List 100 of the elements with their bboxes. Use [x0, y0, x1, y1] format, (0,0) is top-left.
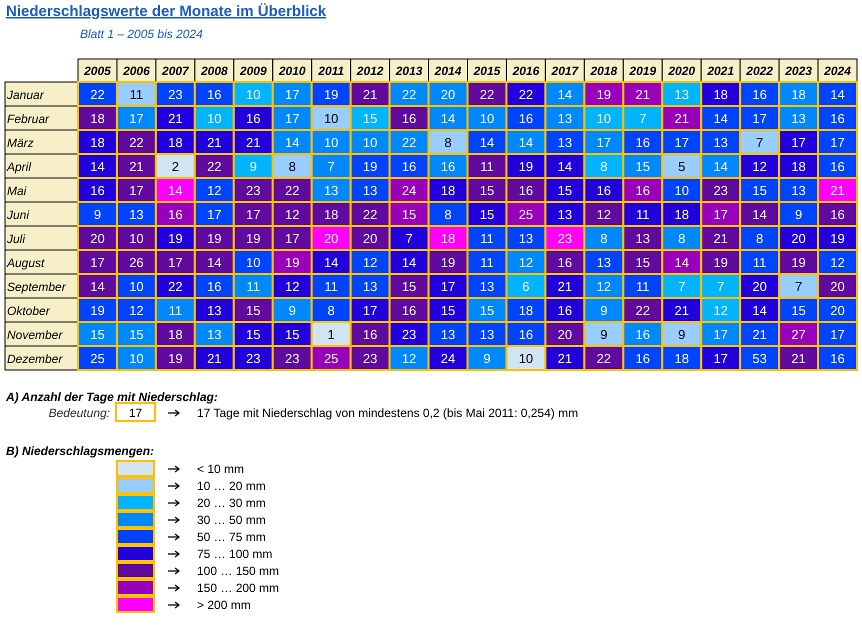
y-tick-label: Januar: [6, 88, 45, 102]
data-label: 27: [791, 327, 806, 342]
data-label: 11: [324, 279, 338, 294]
data-label: 15: [636, 255, 650, 270]
data-label: 22: [596, 351, 612, 366]
data-label: 17: [362, 303, 378, 318]
data-label: 18: [791, 159, 806, 174]
data-label: 12: [713, 303, 728, 318]
data-label: 15: [362, 111, 378, 126]
y-tick-label: März: [7, 136, 34, 150]
data-label: 7: [405, 231, 413, 246]
y-tick-label: Mai: [7, 184, 27, 198]
data-label: 8: [756, 231, 764, 246]
data-label: 10: [324, 111, 338, 126]
data-label: 22: [518, 87, 534, 102]
data-label: 11: [752, 255, 766, 270]
data-label: 14: [90, 279, 105, 294]
y-tick-label: Juni: [6, 208, 30, 222]
y-tick-label: April: [6, 160, 32, 174]
data-label: 11: [636, 207, 650, 222]
data-label: 16: [830, 207, 845, 222]
data-label: 26: [129, 255, 144, 270]
text: 20 … 30 mm: [197, 496, 266, 510]
data-label: 18: [90, 111, 105, 126]
data-label: 17: [440, 279, 456, 294]
data-label: 17: [752, 111, 767, 126]
data-label: 23: [362, 351, 378, 366]
data-label: 19: [168, 351, 183, 366]
data-label: 15: [636, 159, 650, 174]
data-label: 17: [246, 207, 261, 222]
data-label: 19: [168, 231, 183, 246]
data-label: 18: [518, 303, 534, 318]
data-label: 15: [402, 207, 416, 222]
data-label: 13: [207, 303, 222, 318]
data-label: 11: [168, 303, 182, 318]
data-label: 12: [207, 183, 222, 198]
text: 150 … 200 mm: [197, 581, 280, 595]
data-label: 20: [440, 87, 456, 102]
text: 17: [128, 406, 142, 420]
data-label: 23: [402, 327, 416, 342]
data-label: 14: [324, 255, 338, 270]
data-label: 21: [830, 183, 845, 198]
data-label: 14: [713, 111, 728, 126]
data-label: 7: [717, 279, 724, 294]
data-label: 14: [752, 303, 767, 318]
x-tick-label: 2013: [394, 64, 423, 78]
data-label: 13: [596, 255, 612, 270]
x-tick-label: 2016: [512, 64, 540, 78]
data-label: 16: [596, 183, 612, 198]
data-label: 10: [362, 135, 378, 150]
data-label: 13: [558, 207, 572, 222]
data-label: 12: [518, 255, 534, 270]
y-tick-label: Februar: [7, 112, 50, 126]
data-label: 20: [830, 279, 845, 294]
data-label: 17: [791, 135, 806, 150]
data-label: 10: [129, 231, 144, 246]
x-tick-label: 2006: [122, 64, 150, 78]
text: 100 … 150 mm: [197, 564, 280, 578]
data-label: 16: [246, 111, 261, 126]
data-label: 13: [324, 183, 338, 198]
data-label: 20: [830, 303, 845, 318]
data-label: 12: [284, 279, 300, 294]
data-label: 53: [752, 351, 767, 366]
x-tick-label: 2017: [550, 64, 580, 78]
data-label: 7: [794, 279, 802, 294]
x-tick-label: 2023: [784, 64, 812, 78]
data-label: 14: [284, 135, 300, 150]
data-label: 11: [246, 279, 260, 294]
data-label: 16: [207, 279, 222, 294]
y-tick-label: August: [6, 256, 46, 270]
data-label: 10: [518, 351, 534, 366]
data-label: 10: [480, 111, 494, 126]
data-label: 21: [558, 279, 572, 294]
data-label: 18: [168, 327, 183, 342]
x-tick-label: 2005: [83, 64, 112, 78]
data-label: 16: [558, 255, 572, 270]
data-label: 19: [713, 255, 728, 270]
data-label: 12: [752, 159, 767, 174]
data-label: 17: [284, 231, 300, 246]
data-label: 16: [518, 111, 534, 126]
y-tick-label: September: [7, 280, 67, 294]
data-label: 12: [284, 207, 300, 222]
data-label: 19: [284, 255, 300, 270]
data-label: 20: [362, 231, 378, 246]
data-label: 22: [480, 87, 494, 102]
data-label: 12: [362, 255, 378, 270]
data-label: 7: [328, 159, 335, 174]
data-label: 21: [207, 135, 222, 150]
data-label: 17: [207, 207, 222, 222]
x-tick-label: 2008: [200, 64, 228, 78]
data-label: 13: [674, 87, 689, 102]
data-label: 19: [207, 231, 222, 246]
data-label: 21: [713, 231, 728, 246]
data-label: 23: [558, 231, 572, 246]
data-label: 13: [480, 279, 494, 294]
data-label: 15: [402, 279, 416, 294]
data-label: 6: [522, 279, 530, 294]
data-label: 12: [129, 303, 144, 318]
data-label: 11: [636, 279, 650, 294]
data-label: 14: [830, 87, 845, 102]
